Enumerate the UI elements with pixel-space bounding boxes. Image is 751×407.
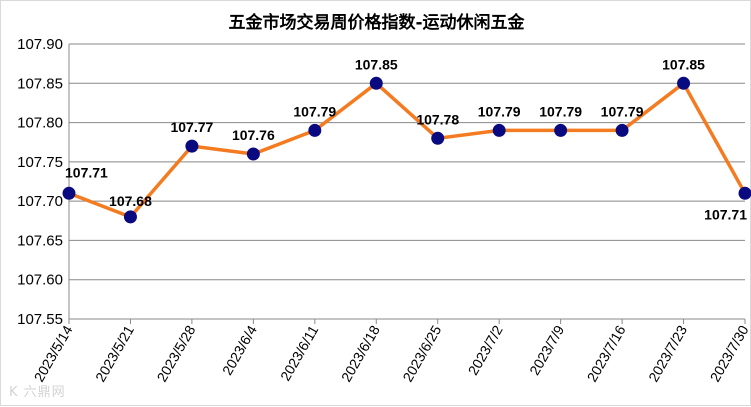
data-label: 107.68 [109, 193, 152, 209]
data-point [370, 77, 383, 90]
data-point [739, 187, 751, 200]
data-label: 107.79 [293, 103, 336, 119]
y-tick-label: 107.90 [17, 36, 63, 53]
x-tick-label: 2023/6/4 [219, 322, 260, 377]
data-label: 107.85 [662, 56, 705, 72]
x-tick-label: 2023/7/2 [465, 322, 506, 377]
x-tick-label: 2023/6/11 [277, 322, 322, 383]
data-point [63, 187, 76, 200]
data-point [185, 140, 198, 153]
data-point [616, 124, 629, 137]
data-label: 107.79 [601, 103, 644, 119]
data-point [677, 77, 690, 90]
x-tick-label: 2023/7/16 [584, 322, 629, 384]
x-tick-label: 2023/7/23 [645, 322, 690, 384]
y-tick-label: 107.65 [17, 232, 63, 249]
data-point [431, 132, 444, 145]
data-label: 107.77 [170, 119, 213, 135]
data-point [247, 148, 260, 161]
x-tick-label: 2023/5/14 [31, 322, 76, 384]
watermark-logo: K 六鼎网 [9, 381, 66, 400]
y-tick-label: 107.60 [17, 272, 63, 289]
x-tick-label: 2023/6/25 [399, 322, 444, 384]
data-label: 107.79 [539, 103, 582, 119]
data-point [308, 124, 321, 137]
x-tick-label: 2023/7/9 [526, 322, 567, 377]
y-tick-label: 107.85 [17, 75, 63, 92]
data-point [554, 124, 567, 137]
data-point [124, 210, 137, 223]
data-label: 107.79 [478, 103, 521, 119]
x-tick-label: 2023/6/18 [338, 322, 383, 384]
data-label: 107.78 [416, 111, 459, 127]
data-label: 107.71 [704, 206, 747, 222]
y-tick-label: 107.55 [17, 311, 63, 328]
data-label: 107.85 [355, 56, 398, 72]
y-tick-label: 107.70 [17, 193, 63, 210]
data-point [493, 124, 506, 137]
y-tick-label: 107.75 [17, 154, 63, 171]
x-tick-label: 2023/5/28 [154, 322, 199, 384]
series-line [69, 83, 745, 217]
x-tick-label: 2023/5/21 [92, 322, 137, 384]
x-tick-label: 2023/7/30 [707, 322, 751, 384]
data-label: 107.71 [65, 164, 108, 180]
data-label: 107.76 [232, 127, 275, 143]
y-tick-label: 107.80 [17, 115, 63, 132]
